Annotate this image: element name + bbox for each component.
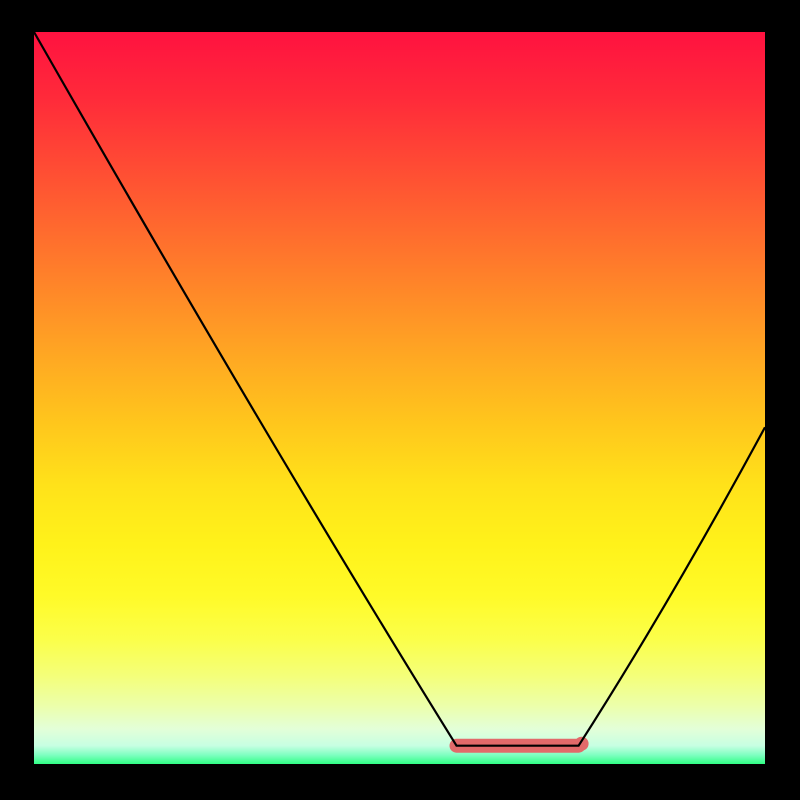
chart-root: TheBottleneck.com bbox=[0, 0, 800, 800]
bottleneck-plot bbox=[0, 0, 800, 800]
optimal-range-end-dot bbox=[575, 737, 589, 751]
